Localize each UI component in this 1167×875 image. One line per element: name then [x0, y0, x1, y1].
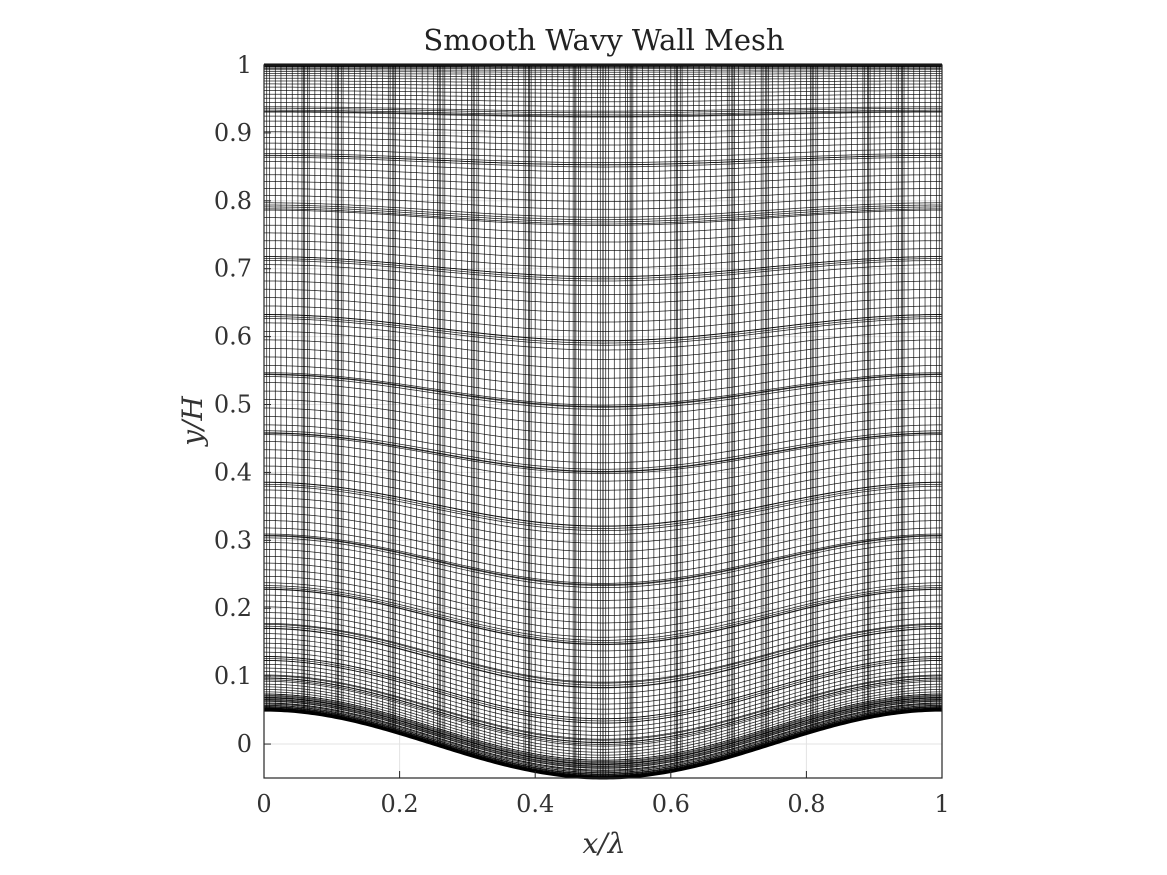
x-tick-label: 0.4	[516, 790, 554, 818]
y-tick-label: 0.4	[214, 458, 252, 486]
x-tick-label: 1	[934, 790, 949, 818]
y-tick-label: 0.5	[214, 391, 252, 419]
x-tick-label: 0.8	[787, 790, 825, 818]
x-tick-label: 0	[256, 790, 271, 818]
y-tick-label: 0	[237, 730, 252, 758]
mesh	[263, 63, 943, 780]
x-tick-label: 0.2	[381, 790, 419, 818]
y-tick-label: 0.2	[214, 594, 252, 622]
y-tick-label: 0.9	[214, 119, 252, 147]
tick-labels: 0 0.2 0.4 0.6 0.8 1 0 0.1 0.2 0.3 0.4 0.5 0.6 0.7 0.8 0…	[214, 51, 950, 818]
axes-box	[263, 64, 943, 779]
y-tick-label: 0.1	[214, 662, 252, 690]
y-tick-label: 1	[237, 51, 252, 79]
y-axis-label: y/H	[176, 396, 209, 448]
axes	[263, 64, 943, 779]
y-tick-label: 0.8	[214, 187, 252, 215]
y-tick-label: 0.3	[214, 526, 252, 554]
x-axis-label: x/λ	[583, 827, 626, 860]
x-tick-label: 0.6	[652, 790, 690, 818]
chart-title: Smooth Wavy Wall Mesh	[423, 23, 784, 57]
y-tick-label: 0.6	[214, 323, 252, 351]
y-tick-label: 0.7	[214, 255, 252, 283]
